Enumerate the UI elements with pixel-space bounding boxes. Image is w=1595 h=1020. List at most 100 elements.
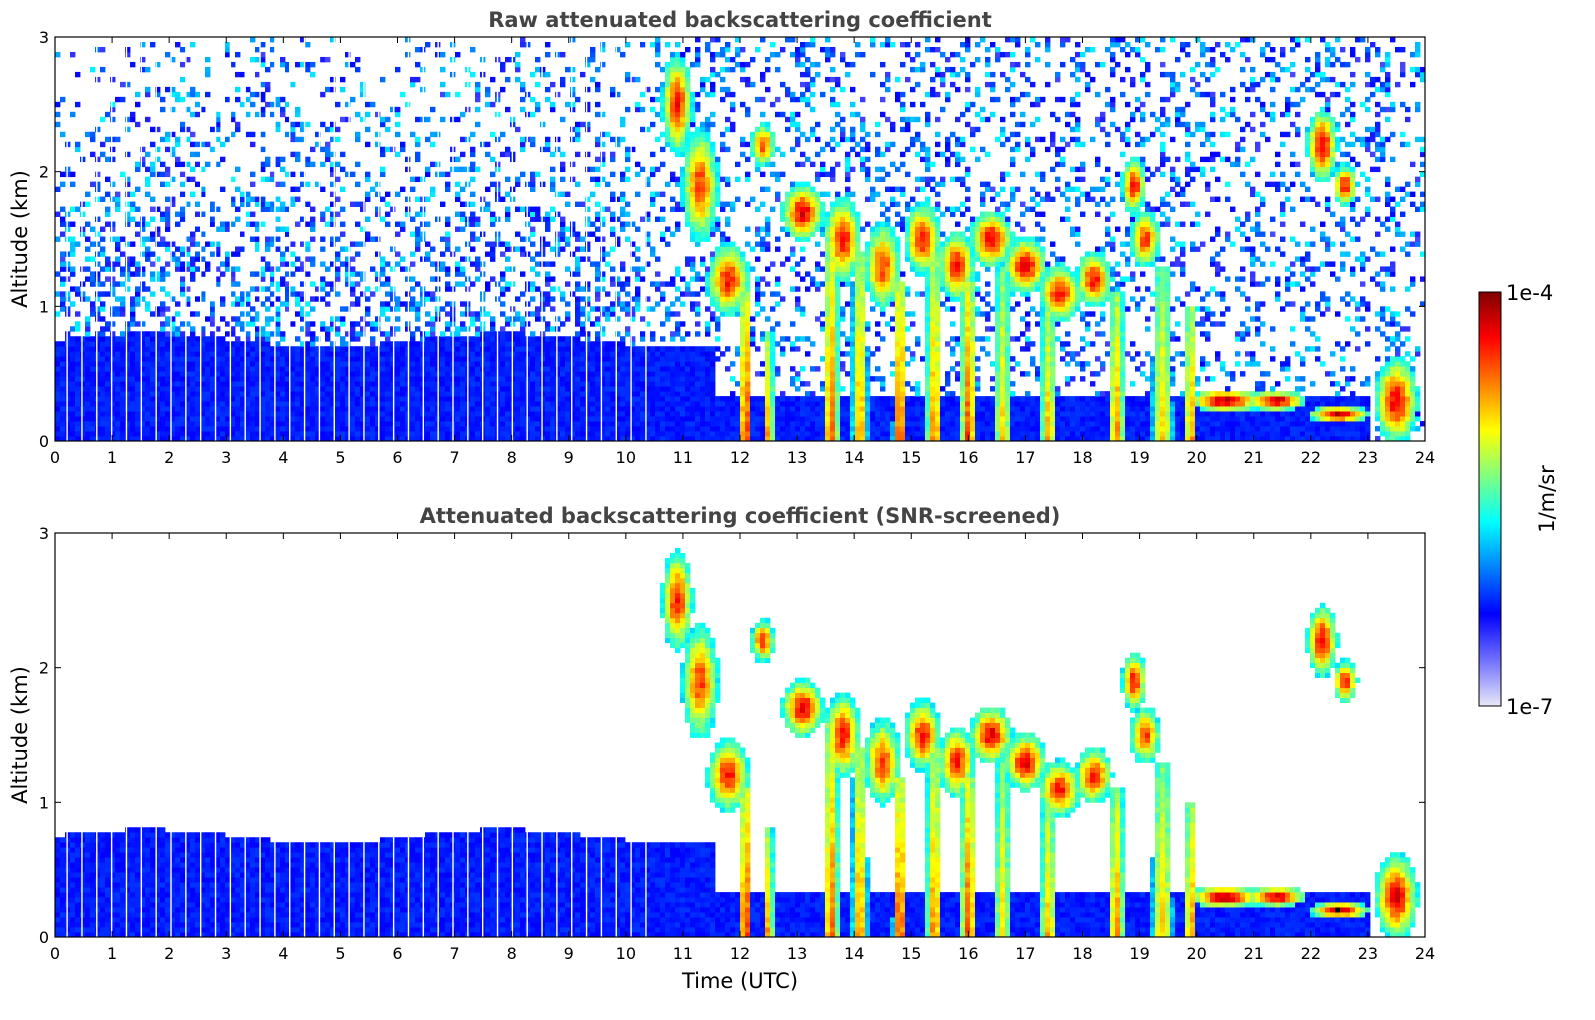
heatmap-cell (530, 176, 536, 183)
heatmap-cell (305, 321, 311, 327)
heatmap-cell (425, 406, 431, 412)
heatmap-cell (255, 326, 261, 332)
heatmap-cell (310, 371, 316, 377)
heatmap-cell (230, 346, 236, 352)
heatmap-cell (680, 61, 686, 68)
heatmap-cell (635, 171, 641, 178)
heatmap-cell (280, 426, 286, 432)
heatmap-cell (390, 406, 396, 412)
heatmap-cell (230, 361, 236, 367)
heatmap-cell (675, 71, 681, 78)
heatmap-cell (595, 391, 601, 397)
heatmap-cell (675, 201, 681, 207)
heatmap-cell (85, 406, 91, 412)
heatmap-cell (490, 316, 496, 322)
heatmap-cell (685, 426, 691, 432)
heatmap-cell (560, 406, 566, 412)
heatmap-cell (270, 111, 276, 118)
heatmap-cell (590, 366, 596, 372)
heatmap-cell (270, 316, 276, 322)
heatmap-cell (315, 406, 321, 412)
heatmap-cell (635, 306, 641, 312)
heatmap-cell (315, 381, 321, 387)
heatmap-cell (545, 221, 551, 227)
heatmap-cell (610, 371, 616, 377)
heatmap-cell (630, 266, 636, 272)
heatmap-cell (115, 396, 121, 402)
heatmap-cell (265, 156, 271, 163)
heatmap-cell (645, 296, 651, 302)
heatmap-cell (105, 321, 111, 327)
heatmap-cell (250, 101, 256, 108)
heatmap-cell (615, 406, 621, 412)
heatmap-cell (565, 426, 571, 432)
heatmap-cell (485, 421, 491, 427)
heatmap-cell (700, 186, 706, 193)
heatmap-cell (665, 241, 671, 247)
heatmap-cell (530, 216, 536, 222)
heatmap-cell (690, 261, 696, 267)
heatmap-cell (175, 391, 181, 397)
heatmap-cell (625, 146, 631, 153)
heatmap-cell (505, 421, 511, 427)
heatmap-cell (595, 376, 601, 382)
heatmap-cell (295, 361, 301, 367)
heatmap-cell (175, 351, 181, 357)
heatmap-cell (500, 331, 506, 337)
heatmap-cell (190, 91, 196, 98)
heatmap-cell (680, 416, 686, 422)
heatmap-cell (365, 371, 371, 377)
heatmap-cell (310, 331, 316, 337)
heatmap-cell (590, 176, 596, 183)
heatmap-cell (595, 406, 601, 412)
heatmap-cell (240, 396, 246, 402)
heatmap-cell (260, 436, 266, 442)
heatmap-cell (235, 96, 241, 103)
heatmap-cell (460, 136, 466, 143)
heatmap-cell (250, 381, 256, 387)
heatmap-cell (145, 181, 151, 188)
heatmap-cell (560, 236, 566, 242)
heatmap-cell (505, 406, 511, 412)
heatmap-cell (195, 351, 201, 357)
heatmap-cell (160, 351, 166, 357)
heatmap-cell (375, 436, 381, 442)
heatmap-cell (125, 366, 131, 372)
heatmap-cell (410, 186, 416, 193)
heatmap-cell (665, 311, 671, 317)
heatmap-cell (575, 391, 581, 397)
heatmap-cell (635, 361, 641, 367)
heatmap-cell (300, 306, 306, 312)
heatmap-cell (265, 336, 271, 342)
heatmap-cell (240, 321, 246, 327)
heatmap-cell (95, 291, 101, 297)
heatmap-cell (170, 316, 176, 322)
heatmap-cell (145, 166, 151, 173)
heatmap-cell (325, 371, 331, 377)
heatmap-cell (580, 321, 586, 327)
heatmap-cell (440, 391, 446, 397)
heatmap-cell (505, 246, 511, 252)
heatmap-cell (85, 246, 91, 252)
heatmap-cell (485, 401, 491, 407)
heatmap-cell (130, 301, 136, 307)
heatmap-cell (680, 276, 686, 282)
heatmap-cell (485, 431, 491, 437)
heatmap-cell (245, 351, 251, 357)
heatmap-cell (130, 341, 136, 347)
heatmap-cell (405, 371, 411, 377)
heatmap-cell (615, 281, 621, 287)
heatmap-cell (105, 411, 111, 417)
heatmap-cell (300, 341, 306, 347)
heatmap-cell (390, 421, 396, 427)
heatmap-cell (190, 241, 196, 247)
heatmap-cell (615, 46, 621, 53)
heatmap-cell (265, 401, 271, 407)
heatmap-cell (400, 376, 406, 382)
heatmap-cell (585, 286, 591, 292)
heatmap-cell (320, 386, 326, 392)
heatmap-cell (205, 71, 211, 78)
heatmap-cell (470, 341, 476, 347)
heatmap-cell (310, 381, 316, 387)
heatmap-cell (360, 366, 366, 372)
